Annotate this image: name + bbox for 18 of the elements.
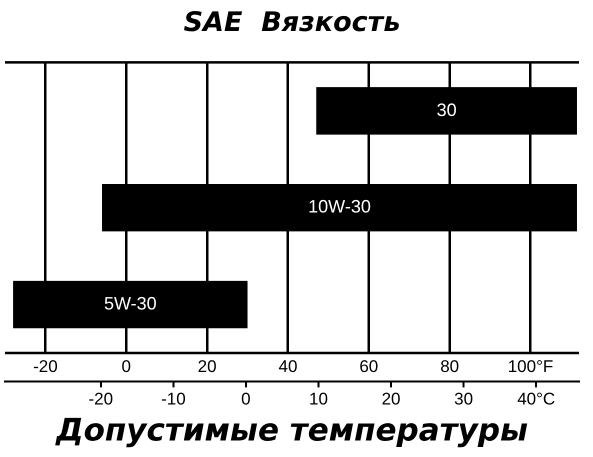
x-tick-label: 80 [440, 356, 460, 376]
x-tick-label: 100°F [508, 356, 554, 376]
x2-tick-label: 30 [454, 389, 474, 408]
x-tick-label: 60 [359, 356, 378, 376]
x2-tick-label: -10 [161, 389, 186, 408]
x-tick-label: 40 [278, 356, 298, 376]
chart-title: SAE Вязкость [184, 7, 400, 38]
x-tick-label: 20 [198, 356, 217, 376]
x-tick-label: 0 [122, 356, 131, 376]
x-axis-title: Допустимые температуры [54, 412, 528, 448]
x2-tick-label: 20 [382, 389, 401, 408]
x2-tick-label: 40°C [517, 389, 556, 408]
y-tick-label: 10W-30 [308, 196, 371, 217]
x2-tick-label: 10 [309, 389, 328, 408]
x2-tick-label: -20 [88, 389, 114, 408]
x2-tick-label: 0 [241, 389, 251, 408]
y-tick-label: 5W-30 [104, 294, 157, 314]
x-tick-label: -20 [33, 356, 58, 376]
